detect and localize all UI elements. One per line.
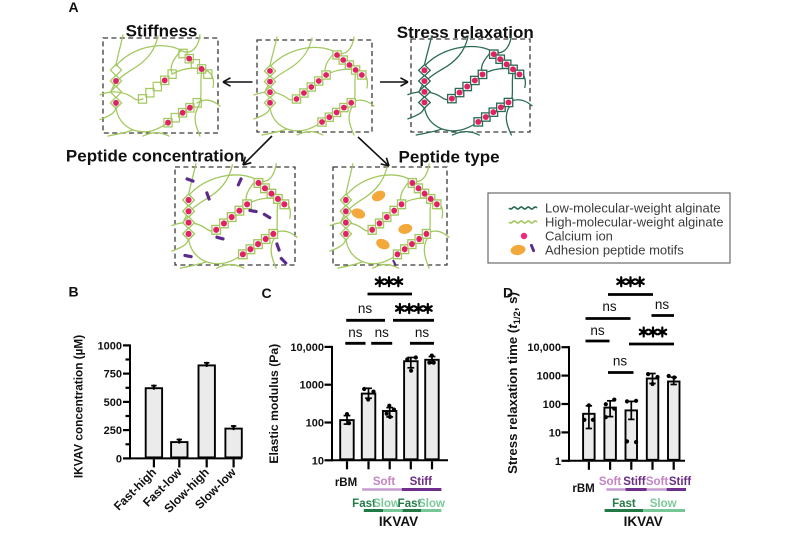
svg-text:IKVAV concentration (µM): IKVAV concentration (µM)	[72, 335, 86, 478]
svg-text:ns: ns	[613, 354, 628, 369]
svg-text:rBM: rBM	[335, 477, 357, 489]
svg-text:Slow: Slow	[373, 498, 400, 510]
svg-text:High-molecular-weight alginate: High-molecular-weight alginate	[545, 215, 723, 230]
svg-text:IKVAV: IKVAV	[624, 514, 663, 529]
svg-text:Stiff: Stiff	[669, 476, 692, 488]
svg-text:Stiffness: Stiffness	[126, 22, 198, 41]
svg-text:Low-molecular-weight alginate: Low-molecular-weight alginate	[545, 201, 721, 216]
svg-text:0: 0	[116, 453, 122, 465]
svg-text:Stiff: Stiff	[623, 476, 646, 488]
svg-text:1000: 1000	[300, 380, 324, 392]
svg-text:Soft: Soft	[373, 476, 396, 488]
svg-text:A: A	[69, 0, 79, 15]
svg-text:Stiff: Stiff	[410, 476, 433, 488]
svg-text:10: 10	[549, 427, 561, 439]
svg-text:ns: ns	[358, 301, 373, 316]
svg-text:D: D	[503, 285, 513, 301]
svg-text:Fast: Fast	[398, 498, 422, 510]
svg-text:1000: 1000	[537, 371, 561, 383]
svg-text:ns: ns	[655, 297, 670, 312]
svg-text:ns: ns	[415, 325, 430, 340]
svg-text:Slow: Slow	[418, 498, 445, 510]
svg-text:Fast: Fast	[352, 498, 376, 510]
svg-text:750: 750	[104, 369, 122, 381]
svg-text:ns: ns	[348, 325, 363, 340]
svg-text:Adhesion peptide motifs: Adhesion peptide motifs	[545, 243, 684, 258]
svg-text:Peptide type: Peptide type	[399, 148, 500, 167]
svg-text:IKVAV: IKVAV	[379, 514, 418, 529]
svg-text:Slow: Slow	[650, 498, 677, 510]
svg-text:Peptide concentration: Peptide concentration	[66, 147, 245, 166]
svg-text:Calcium ion: Calcium ion	[545, 229, 613, 244]
svg-text:1000: 1000	[98, 340, 122, 352]
svg-text:ns: ns	[590, 323, 605, 338]
svg-text:Soft: Soft	[599, 476, 622, 488]
svg-text:10: 10	[312, 455, 324, 467]
svg-text:rBM: rBM	[572, 483, 594, 495]
svg-text:250: 250	[104, 425, 122, 437]
svg-text:100: 100	[543, 399, 561, 411]
svg-text:Soft: Soft	[646, 476, 669, 488]
svg-text:1: 1	[555, 456, 561, 468]
svg-text:Elastic modulus (Pa): Elastic modulus (Pa)	[267, 344, 281, 464]
svg-text:C: C	[262, 285, 272, 301]
svg-text:10,000: 10,000	[290, 342, 324, 354]
svg-text:100: 100	[306, 418, 324, 430]
svg-text:Stress relaxation time (t1/2,: Stress relaxation time (t1/2, s)	[505, 292, 523, 474]
svg-text:10,000: 10,000	[527, 342, 561, 354]
svg-text:ns: ns	[375, 325, 390, 340]
svg-text:ns: ns	[602, 299, 617, 314]
svg-text:500: 500	[104, 397, 122, 409]
svg-text:Fast: Fast	[612, 498, 636, 510]
svg-text:B: B	[69, 284, 79, 300]
